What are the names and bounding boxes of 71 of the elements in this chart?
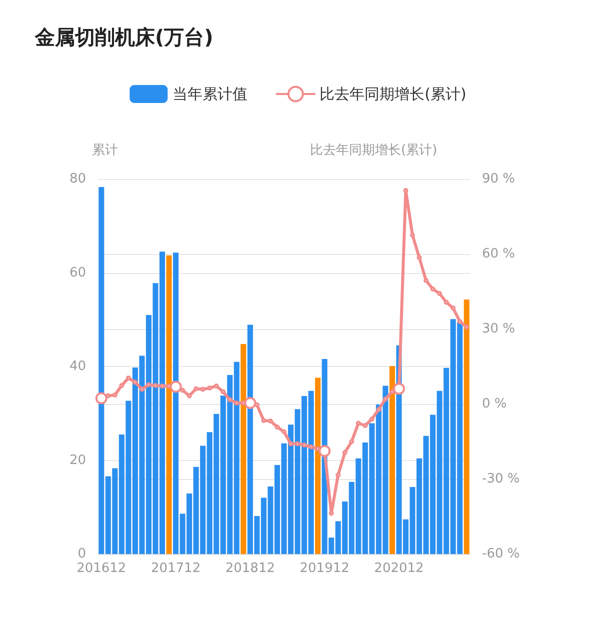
x-tick-label: 201812 [225,561,275,576]
point [356,420,361,426]
point [464,324,470,330]
y-tick-label: 60 [69,265,86,280]
point [132,380,138,385]
point [342,450,348,455]
y-axis-title: 累计 [92,143,118,158]
point [268,418,273,424]
y2-tick-label: -30 % [482,472,520,486]
point [336,472,341,478]
point [308,444,314,450]
x-tick-label: 202012 [374,561,424,576]
point [288,441,294,446]
legend-label: 当年累计值 [172,85,248,103]
y2-tick-label: -60 % [482,546,520,562]
bar [464,299,470,554]
point [369,416,374,422]
point [152,383,158,388]
point [207,386,212,390]
point [376,407,382,412]
y2-tick-label: 30 % [482,322,516,336]
point [194,386,199,392]
point [444,300,449,305]
point [295,441,300,446]
point [437,291,442,296]
point [424,278,429,283]
point [139,386,144,392]
point [214,384,219,388]
point [430,286,436,292]
point [302,442,307,448]
point [349,439,354,444]
point [274,424,280,430]
point [261,418,266,423]
bar [389,366,395,554]
chart-title: 金属切削机床(万台) [34,25,214,49]
point [390,389,395,394]
point [186,393,192,398]
legend-label: 比去年同期增长(累计) [320,85,466,103]
y-tick-label: 40 [69,359,86,374]
y-tick-label: 20 [69,452,86,468]
x-tick-label: 201612 [76,561,126,576]
point [382,396,388,402]
y-tick-label: 80 [69,172,86,186]
bar [315,378,321,554]
point [416,255,422,260]
point [410,232,416,238]
point [126,376,131,380]
bar [166,255,172,554]
point [200,386,206,392]
point [362,423,368,428]
point [160,384,165,388]
y2-axis-title: 比去年同期增长(累计) [310,143,438,158]
point [180,388,186,393]
point [403,188,408,193]
x-tick-label: 201912 [300,561,350,576]
point [457,319,462,324]
point [282,429,286,434]
point [450,306,456,310]
x-tick-label: 201712 [150,561,201,576]
point [234,400,240,406]
bar [240,344,246,554]
point [146,382,152,388]
y2-tick-label: 60 % [482,246,516,262]
point [220,389,226,394]
point [119,383,124,388]
y-tick-label: 0 [78,546,86,562]
point [112,392,118,398]
y2-tick-label: 90 % [482,172,516,186]
point [106,393,111,398]
point [227,397,232,402]
y2-tick-label: 0 % [482,396,507,412]
